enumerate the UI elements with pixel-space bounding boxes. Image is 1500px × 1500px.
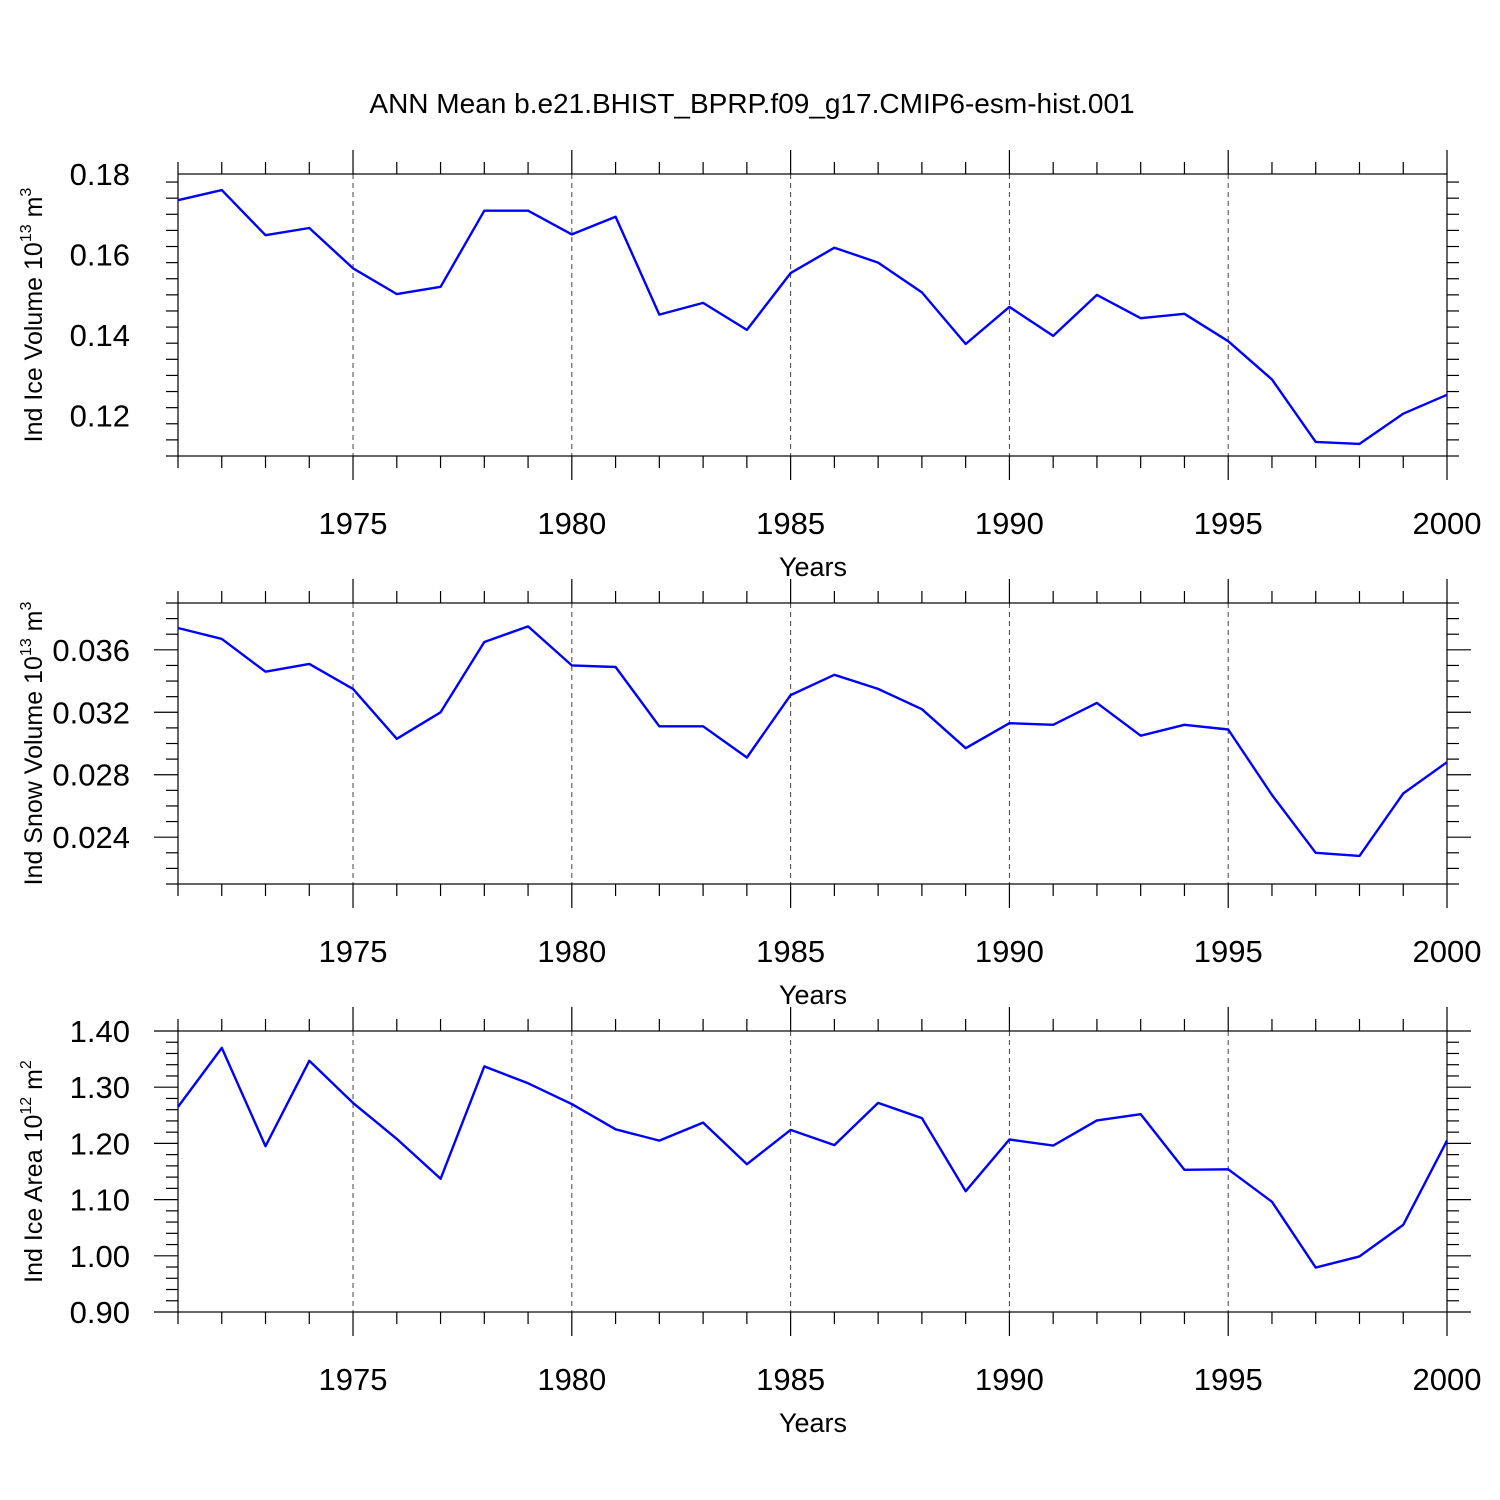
chart-0-plot-frame: [177, 173, 1448, 457]
chart-0-y-tick-label: 0.18: [70, 157, 130, 192]
chart-1-x-tick-label: 1980: [537, 934, 606, 969]
chart-0-y-tick-label: 0.16: [70, 238, 130, 273]
chart-2-y-axis-title: Ind Ice Area 1012 m2: [18, 1060, 48, 1283]
chart-0-x-tick-label: 1985: [756, 506, 825, 541]
snow-volume-panel: 0.024 0.028 0.032 0.036 1975 1980 1985 1990 1995…: [18, 579, 1481, 1010]
chart-1-x-tick-label: 1990: [975, 934, 1044, 969]
chart-2-x-tick-label: 1995: [1194, 1362, 1263, 1397]
chart-2-y-axis-title-part: Ind Ice Area 10: [20, 1115, 48, 1283]
chart-0-y-axis-title-part: 13: [18, 224, 35, 242]
chart-1-x-tick-label: 2000: [1413, 934, 1482, 969]
chart-1-plot-frame: [177, 602, 1448, 885]
figure-title: ANN Mean b.e21.BHIST_BPRP.f09_g17.CMIP6-…: [369, 88, 1134, 119]
chart-0-x-tick-label: 1995: [1194, 506, 1263, 541]
chart-1-y-axis-title-part: 13: [18, 638, 35, 656]
chart-1-series-line: [177, 625, 1448, 858]
chart-1-y-tick-label: 0.024: [52, 820, 130, 855]
chart-2-series-line: [177, 1046, 1449, 1269]
chart-0-series-line: [177, 188, 1448, 446]
chart-1-y-axis-title: Ind Snow Volume 1013 m3: [18, 602, 48, 886]
chart-2-x-tick-label: 1975: [319, 1362, 388, 1397]
chart-1-x-tick-label: 1995: [1194, 934, 1263, 969]
chart-2-x-tick-label: 1990: [975, 1362, 1044, 1397]
chart-2-y-tick-label: 1.00: [70, 1239, 130, 1274]
chart-0-y-axis-title: Ind Ice Volume 1013 m3: [18, 188, 48, 443]
chart-0-x-tick-label: 1975: [319, 506, 388, 541]
chart-1-x-tick-label: 1985: [756, 934, 825, 969]
chart-1-y-axis-title-part: m: [20, 611, 48, 639]
chart-2-y-tick-label: 1.20: [70, 1126, 130, 1161]
chart-2-y-tick-label: 1.10: [70, 1183, 130, 1218]
chart-2-x-tick-label: 2000: [1413, 1362, 1482, 1397]
chart-1-x-tick-label: 1975: [319, 934, 388, 969]
chart-2-y-axis-title-part: 12: [18, 1097, 35, 1115]
chart-2-y-tick-label: 0.90: [70, 1295, 130, 1330]
chart-0-y-axis-title-part: Ind Ice Volume 10: [20, 242, 48, 442]
chart-0-x-axis-title: Years: [779, 552, 847, 582]
chart-2-y-tick-label: 1.30: [70, 1070, 130, 1105]
chart-1-y-axis-title-part: 3: [18, 602, 35, 611]
chart-2-x-tick-label: 1985: [756, 1362, 825, 1397]
ice-volume-panel: 0.12 0.14 0.16 0.18 1975 1980 1985 1990 1995 2000…: [18, 150, 1481, 582]
chart-2-plot-frame: [177, 1030, 1448, 1313]
chart-2-x-tick-label: 1980: [537, 1362, 606, 1397]
chart-0-x-tick-label: 2000: [1413, 506, 1482, 541]
chart-1-y-axis-title-part: Ind Snow Volume 10: [20, 656, 48, 885]
chart-2-y-tick-label: 1.40: [70, 1014, 130, 1049]
chart-0-y-tick-label: 0.14: [70, 318, 130, 353]
chart-2-y-axis-title-part: 2: [18, 1060, 35, 1069]
chart-0-y-axis-title-part: 3: [18, 188, 35, 197]
ice-area-panel: 0.90 1.00 1.10 1.20 1.30 1.40 1975 1980 1985 1990…: [18, 1007, 1481, 1438]
chart-0-x-tick-label: 1980: [537, 506, 606, 541]
chart-1-y-tick-label: 0.028: [52, 758, 130, 793]
chart-1-x-axis-title: Years: [779, 980, 847, 1010]
chart-0-y-tick-label: 0.12: [70, 399, 130, 434]
chart-0-x-tick-label: 1990: [975, 506, 1044, 541]
chart-0-y-axis-title-part: m: [20, 197, 48, 225]
chart-1-y-tick-label: 0.032: [52, 695, 130, 730]
chart-1-y-tick-label: 0.036: [52, 633, 130, 668]
chart-2-y-axis-title-part: m: [20, 1069, 48, 1097]
chart-2-x-axis-title: Years: [779, 1408, 847, 1438]
